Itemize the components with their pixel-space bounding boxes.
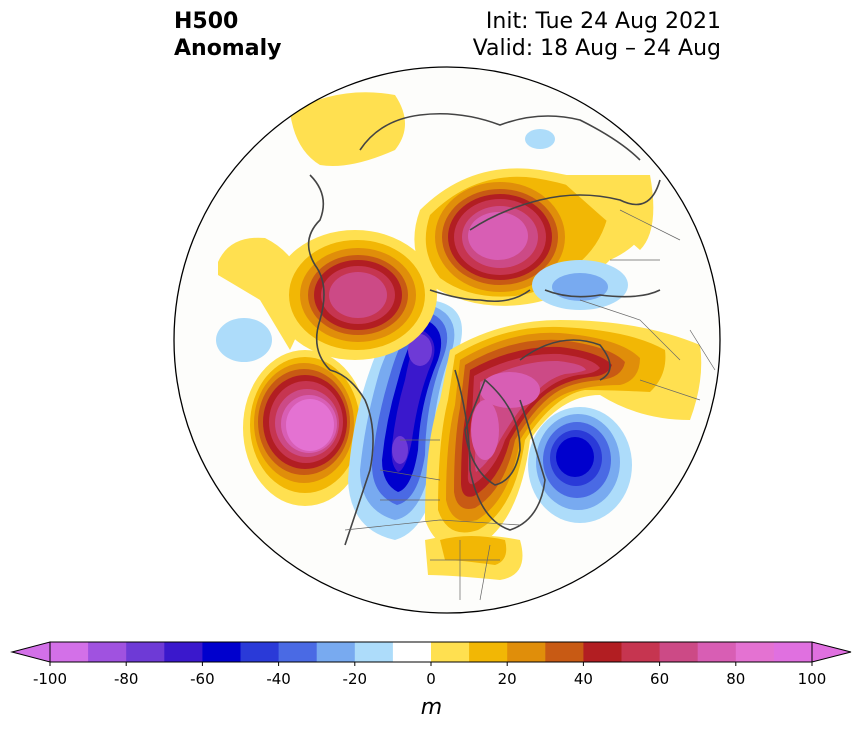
colorbar-cell: [316, 642, 356, 662]
colorbar-extend-high: [811, 641, 852, 663]
colorbar-cell: [126, 642, 165, 662]
colorbar-cell: [507, 642, 546, 662]
trough-pacific-small: [216, 318, 272, 362]
colorbar-extend-low: [10, 641, 51, 663]
colorbar-tick-label: 100: [798, 670, 827, 688]
trough-central-asia: [532, 260, 628, 310]
ridge-ne-pacific: [243, 350, 367, 506]
ridge-arctic-top: [290, 92, 405, 166]
coastlines: [307, 112, 661, 546]
colorbar-cell: [659, 642, 699, 662]
colorbar-cell: [354, 642, 394, 662]
init-time: Init: Tue 24 Aug 2021: [485, 9, 721, 34]
colorbar: -100 -80 -60 -40 -20 0 20 40 60 80 100: [10, 641, 852, 688]
colorbar-cell: [773, 642, 813, 662]
colorbar-tick-label: -20: [343, 670, 368, 688]
colorbar-cell: [278, 642, 318, 662]
trough-north-atlantic: [528, 407, 632, 523]
colorbar-cell: [202, 642, 241, 662]
ridge-band-east: [555, 175, 654, 250]
colorbar-tick-label: 0: [426, 670, 436, 688]
colorbar-cell: [50, 642, 89, 662]
colorbar-tick-label: 40: [574, 670, 593, 688]
colorbar-cell: [469, 642, 508, 662]
colorbar-cell: [88, 642, 127, 662]
product-kind: Anomaly: [174, 36, 282, 61]
colorbar-tick-label: -60: [190, 670, 215, 688]
ridge-northern-canada: [425, 320, 702, 550]
political-borders: [344, 209, 716, 601]
colorbar-cell: [545, 642, 584, 662]
valid-period: Valid: 18 Aug – 24 Aug: [472, 36, 721, 61]
colorbar-cell: [240, 642, 280, 662]
chart-title-left: H500 Anomaly: [174, 8, 281, 62]
colorbar-cell: [735, 642, 775, 662]
colorbar-cell: [621, 642, 661, 662]
colorbar-tick-label: -40: [266, 670, 291, 688]
anomaly-contours: [216, 92, 716, 601]
ridge-kamchatka: [273, 230, 437, 360]
colorbar-tick-label: 20: [498, 670, 517, 688]
colorbar-cell: [583, 642, 622, 662]
globe-outline: [173, 66, 721, 614]
anomaly-map: [173, 66, 721, 614]
colorbar-tick-label: 60: [650, 670, 669, 688]
colorbar-units: m: [420, 695, 443, 720]
colorbar-tick-label: -80: [114, 670, 139, 688]
chart-title-right: Init: Tue 24 Aug 2021 Valid: 18 Aug – 24…: [473, 8, 721, 62]
colorbar-cell: [392, 642, 432, 662]
field-name: H500: [174, 9, 239, 34]
colorbar-tick-label: -100: [33, 670, 67, 688]
colorbar-tick-label: 80: [726, 670, 745, 688]
colorbar-cell: [164, 642, 203, 662]
trough-north-small: [525, 129, 555, 149]
colorbar-cell: [431, 642, 470, 662]
colorbar-cell: [697, 642, 737, 662]
